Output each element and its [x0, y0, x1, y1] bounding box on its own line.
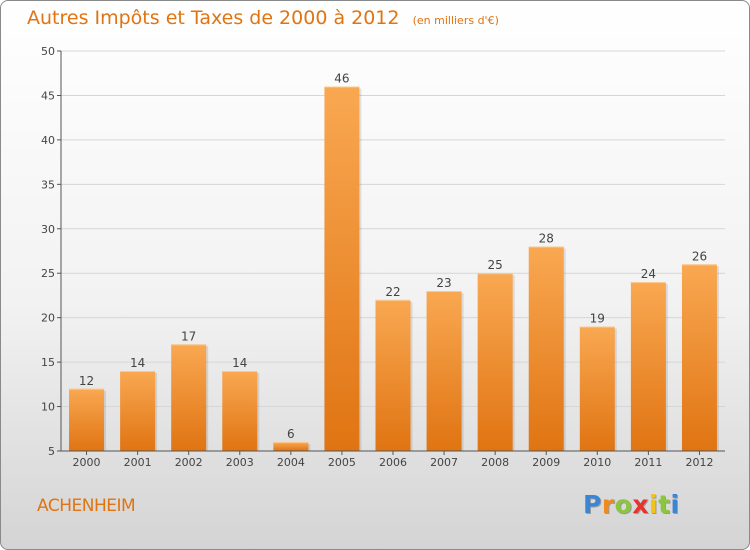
brand-letter: i	[670, 490, 680, 519]
x-tick-label: 2005	[328, 456, 356, 469]
bar	[528, 246, 564, 451]
bar	[273, 442, 309, 451]
bar-value-label: 22	[385, 285, 400, 299]
x-tick-label: 2004	[277, 456, 305, 469]
commune-name: ACHENHEIM	[37, 496, 136, 516]
brand-letter: o	[614, 490, 633, 519]
x-tick-label: 2008	[481, 456, 509, 469]
x-tick-label: 2011	[634, 456, 662, 469]
brand-letter: i	[649, 490, 659, 519]
brand-letter: t	[658, 490, 671, 519]
x-tick-label: 2002	[175, 456, 203, 469]
bar	[324, 86, 360, 452]
y-tick-label: 35	[41, 178, 55, 191]
brand-letter: r	[601, 490, 615, 519]
x-tick-label: 2000	[73, 456, 101, 469]
x-tick-label: 2012	[685, 456, 713, 469]
x-tick-label: 2003	[226, 456, 254, 469]
bar	[477, 273, 513, 451]
bar-value-label: 28	[539, 232, 554, 246]
y-tick-label: 5	[48, 445, 55, 458]
bar	[375, 299, 411, 451]
y-tick-label: 40	[41, 134, 55, 147]
bar-value-label: 17	[181, 329, 196, 343]
bar	[579, 326, 615, 451]
bar-value-label: 23	[436, 276, 451, 290]
chart-title: Autres Impôts et Taxes de 2000 à 2012	[27, 7, 400, 29]
bar-value-label: 19	[590, 312, 605, 326]
y-tick-label: 15	[41, 356, 55, 369]
brand-logo: Proxiti	[583, 490, 680, 519]
y-tick-label: 30	[41, 223, 55, 236]
bar-value-label: 14	[232, 356, 247, 370]
bar-value-label: 25	[488, 258, 503, 272]
bar	[222, 371, 258, 451]
y-tick-label: 10	[41, 401, 55, 414]
y-tick-label: 50	[41, 45, 55, 58]
bar-layer	[69, 86, 719, 452]
y-tick-label: 45	[41, 89, 55, 102]
bar	[69, 388, 105, 451]
bar-value-label: 26	[692, 249, 707, 263]
y-tick-label: 25	[41, 267, 55, 280]
bar-value-label: 24	[641, 267, 656, 281]
bar-value-label: 46	[334, 72, 349, 86]
brand-letter: x	[632, 490, 649, 519]
bar	[681, 264, 717, 451]
bar	[630, 282, 666, 451]
x-tick-label: 2007	[430, 456, 458, 469]
x-tick-label: 2010	[583, 456, 611, 469]
bar-value-label: 6	[287, 427, 295, 441]
bar	[171, 344, 207, 451]
bar-value-label: 12	[79, 374, 94, 388]
x-tick-label: 2006	[379, 456, 407, 469]
x-tick-label: 2001	[124, 456, 152, 469]
label-layer: 12 14 17 14 6 46 22 23 25 28 19 24 26	[79, 72, 707, 442]
chart-subtitle: (en milliers d'€)	[412, 14, 499, 27]
axis-layer: 5 10 15 20 25 30 35 40 45 50 2000 2001 2002 2003 2004 2…	[41, 45, 725, 469]
title-row: Autres Impôts et Taxes de 2000 à 2012 (e…	[27, 7, 499, 29]
x-tick-label: 2009	[532, 456, 560, 469]
bar	[120, 371, 156, 451]
bar-value-label: 14	[130, 356, 145, 370]
brand-letter: P	[583, 490, 602, 519]
bar	[426, 291, 462, 451]
y-tick-label: 20	[41, 312, 55, 325]
